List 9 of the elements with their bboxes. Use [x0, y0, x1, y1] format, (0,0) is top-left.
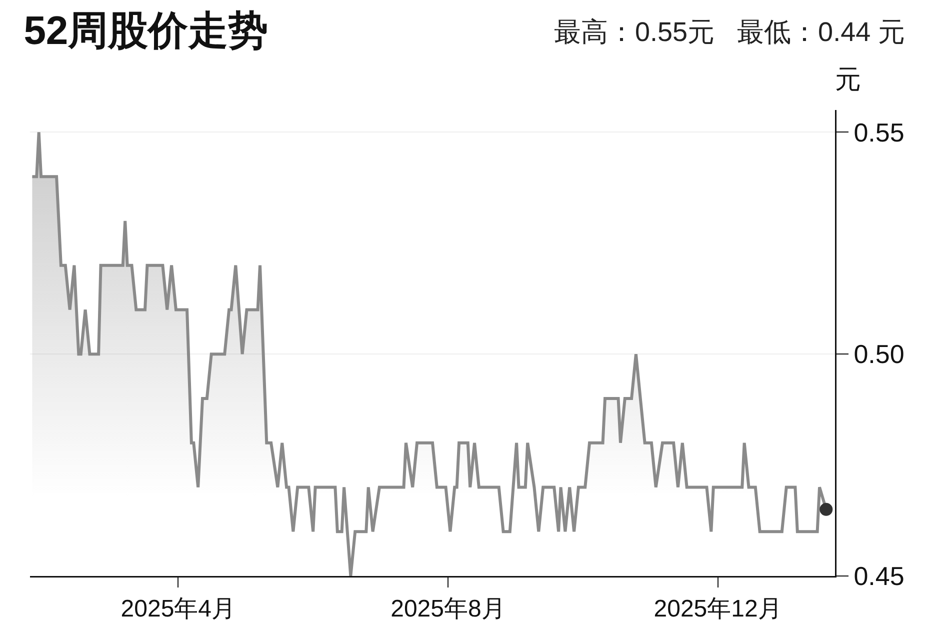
chart-subtitle: 最高：0.55元 最低：0.44 元	[554, 17, 906, 47]
y-tick-label: 0.50	[854, 339, 904, 370]
x-tick-label: 2025年4月	[120, 595, 236, 622]
y-tick-label: 0.45	[854, 561, 904, 592]
y-axis-title: 元	[835, 64, 861, 94]
y-tick-label: 0.55	[854, 117, 904, 148]
x-tick-label: 2025年12月	[654, 595, 782, 622]
chart-title: 52周股价走势	[24, 8, 268, 53]
x-tick-label: 2025年8月	[390, 595, 506, 622]
